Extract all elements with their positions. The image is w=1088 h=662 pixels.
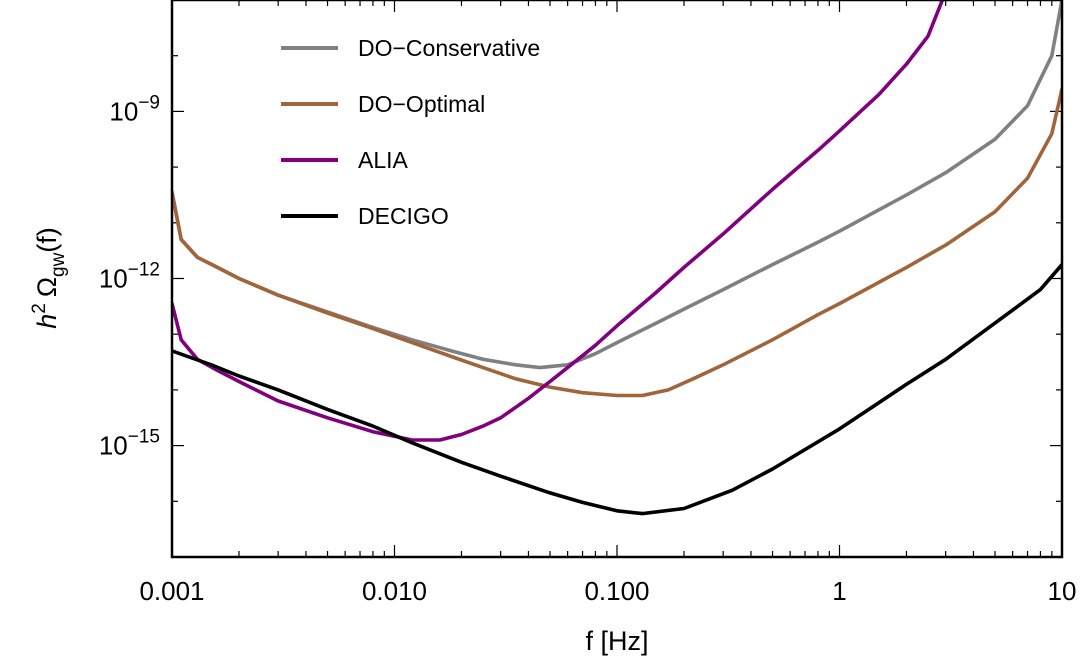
legend-label-4: DECIGO: [358, 203, 449, 229]
x-tick-label: 10: [1048, 576, 1077, 606]
y-axis-title-arg: (f): [32, 227, 62, 252]
y-tick-mantissa: 10: [109, 96, 138, 126]
series-line-3: [172, 0, 945, 442]
series-line-2: [172, 87, 1062, 398]
y-tick-label: 10−15: [99, 427, 160, 461]
legend-label-1: DO−Conservative: [358, 35, 540, 61]
legend-label-3: ALIA: [358, 147, 409, 173]
y-axis-title-base: h: [32, 314, 62, 329]
y-tick-mantissa: 10: [99, 431, 128, 461]
series-group: [172, 0, 1062, 516]
y-tick-exponent: −9: [138, 92, 160, 113]
x-tick-label: 0.001: [139, 576, 204, 606]
y-tick-mantissa: 10: [99, 264, 128, 294]
plot-frame: [170, 0, 1064, 559]
x-axis-title: f [Hz]: [585, 626, 648, 656]
series-line-4: [172, 262, 1062, 516]
y-axis-title-omega: Ω: [32, 277, 62, 297]
x-tick-label: 1: [832, 576, 846, 606]
y-tick-label: 10−9: [109, 92, 160, 126]
y-tick-label: 10−12: [99, 260, 160, 294]
y-axis-title-sup: 2: [29, 303, 50, 314]
y-tick-exponent: −15: [128, 427, 160, 448]
y-axis-title: h2 Ωgw(f): [29, 227, 69, 329]
y-tick-exponent: −12: [128, 260, 160, 281]
x-tick-label: 0.010: [362, 576, 427, 606]
x-tick-label: 0.100: [584, 576, 649, 606]
y-axis-title-sub: gw: [48, 252, 69, 277]
legend: DO−Conservative DO−Optimal ALIA DECIGO: [281, 35, 540, 229]
legend-label-2: DO−Optimal: [358, 91, 485, 117]
